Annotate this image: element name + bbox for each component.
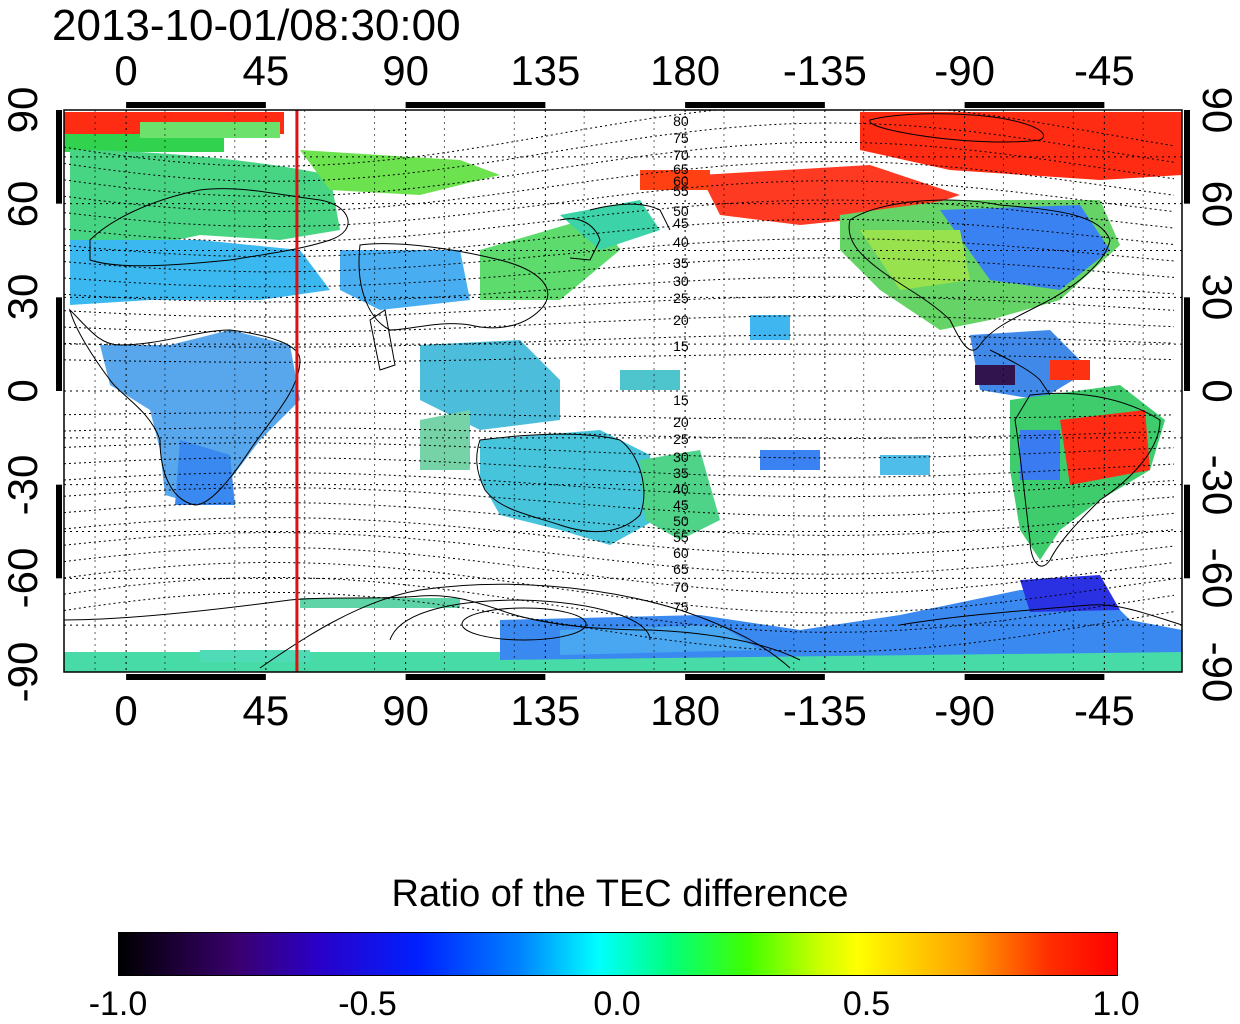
contour-label: 55: [673, 183, 689, 199]
top-tick-label: -45: [1074, 47, 1135, 94]
contour-label: 65: [673, 561, 689, 577]
left-tick-label: -60: [0, 547, 46, 609]
left-tick-label: -90: [0, 641, 46, 703]
left-tick-label: 90: [0, 86, 46, 134]
top-tick-label: -135: [782, 47, 867, 94]
contour-label: 25: [673, 290, 689, 306]
right-tick-label: 90: [1194, 86, 1240, 134]
left-tick-label: 60: [0, 180, 46, 228]
contour-label: 35: [673, 255, 689, 271]
right-tick-label: -30: [1194, 454, 1240, 516]
map-border-bars: [56, 102, 1190, 680]
map-frame: [63, 109, 1183, 673]
bottom-tick-label: -45: [1074, 687, 1135, 734]
magnetic-latitude-contours: [64, 110, 1175, 653]
contour-label: 55: [673, 529, 689, 545]
contour-label: 15: [673, 392, 689, 408]
right-tick-label: 60: [1194, 180, 1240, 228]
contour-label: 45: [673, 497, 689, 513]
top-tick-label: 90: [382, 47, 429, 94]
contour-label: 15: [673, 338, 689, 354]
contour-label: 25: [673, 431, 689, 447]
bottom-tick-label: -135: [782, 687, 867, 734]
coastlines: [64, 113, 1182, 669]
colorbar-gradient: [118, 932, 1118, 976]
left-tick-label: 30: [0, 273, 46, 321]
right-tick-label: 0: [1194, 379, 1240, 403]
bottom-tick-label: 0: [114, 687, 138, 734]
colorbar-tick-label: -1.0: [88, 985, 148, 1023]
bottom-tick-label: 135: [510, 687, 581, 734]
right-tick-label: -60: [1194, 547, 1240, 609]
right-tick-label: -90: [1194, 641, 1240, 703]
top-tick-label: 135: [510, 47, 581, 94]
contour-label: 40: [673, 481, 689, 497]
colorbar-tick-label: 0.5: [842, 985, 891, 1023]
top-tick-label: 0: [114, 47, 138, 94]
bottom-tick-label: 180: [650, 687, 721, 734]
contour-label: 50: [673, 203, 689, 219]
contour-label: 70: [673, 147, 689, 163]
contour-label: 60: [673, 173, 689, 189]
colorbar-tick-label: -0.5: [338, 985, 397, 1023]
top-tick-label: 45: [242, 47, 290, 94]
bottom-tick-label: 90: [382, 687, 429, 734]
contour-label: 20: [673, 414, 689, 430]
contour-label: 45: [673, 215, 689, 231]
left-tick-label: -30: [0, 454, 46, 516]
contour-label: 70: [673, 579, 689, 595]
contour-label: 35: [673, 465, 689, 481]
timestamp-title: 2013-10-01/08:30:00: [52, 1, 461, 50]
contour-label: 50: [673, 513, 689, 529]
right-tick-label: 30: [1194, 273, 1240, 321]
contour-label: 65: [673, 161, 689, 177]
contour-label: 30: [673, 273, 689, 289]
left-tick-label: 0: [0, 379, 46, 403]
colorbar-title: Ratio of the TEC difference: [391, 873, 849, 915]
top-tick-label: 180: [650, 47, 721, 94]
top-tick-label: -90: [934, 47, 995, 94]
contour-label: 75: [673, 130, 689, 146]
tec-data-field: [64, 112, 1182, 672]
contour-labels: 8075706560555045403530252015152025303540…: [673, 113, 689, 615]
colorbar-tick-label: 1.0: [1092, 985, 1140, 1023]
contour-label: 80: [673, 113, 689, 129]
bottom-tick-label: 45: [242, 687, 290, 734]
contour-label: 60: [673, 545, 689, 561]
contour-label: 30: [673, 449, 689, 465]
contour-label: 75: [673, 599, 689, 615]
contour-label: 40: [673, 234, 689, 250]
bottom-tick-label: -90: [934, 687, 995, 734]
contour-label: 20: [673, 312, 689, 328]
colorbar-tick-label: 0.0: [593, 985, 641, 1023]
